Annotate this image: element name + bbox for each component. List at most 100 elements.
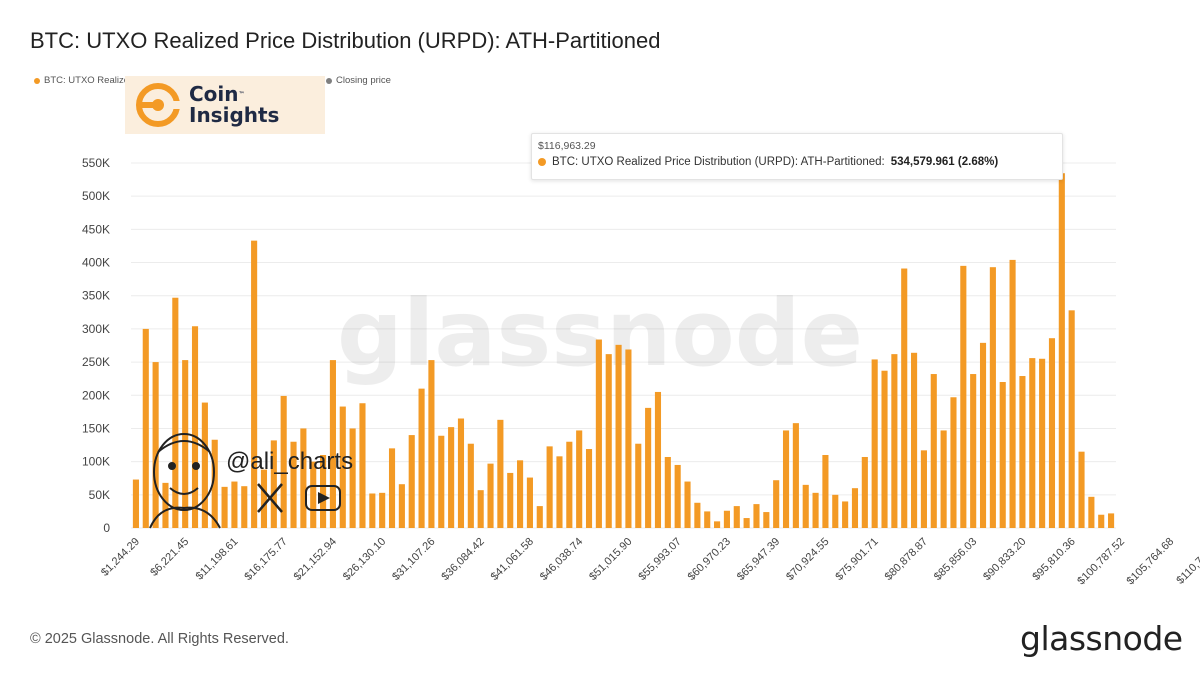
urpd-bar[interactable] [595, 339, 602, 528]
urpd-bar[interactable] [369, 493, 376, 528]
urpd-bar[interactable] [329, 360, 336, 528]
urpd-bar[interactable] [487, 463, 494, 528]
urpd-bar[interactable] [822, 455, 829, 528]
urpd-bar[interactable] [635, 443, 642, 528]
urpd-bar[interactable] [1029, 358, 1036, 528]
urpd-bar[interactable] [576, 430, 583, 528]
urpd-bar[interactable] [782, 430, 790, 528]
urpd-bar[interactable] [507, 472, 514, 528]
urpd-bar[interactable] [320, 455, 327, 528]
urpd-bar[interactable] [792, 423, 799, 528]
urpd-bar[interactable] [526, 477, 533, 528]
urpd-bar[interactable] [457, 418, 465, 529]
urpd-bar[interactable] [418, 388, 425, 528]
urpd-bar[interactable] [398, 484, 405, 528]
urpd-bar[interactable] [201, 402, 208, 528]
urpd-bar[interactable] [1009, 259, 1016, 528]
urpd-bar[interactable] [142, 328, 149, 528]
urpd-bar[interactable] [379, 492, 386, 528]
urpd-bar[interactable] [132, 479, 139, 528]
urpd-bar[interactable] [979, 342, 987, 528]
urpd-bar[interactable] [428, 360, 435, 528]
urpd-bar[interactable] [851, 488, 859, 528]
urpd-bar[interactable] [1068, 310, 1075, 528]
urpd-bar[interactable] [1019, 376, 1026, 528]
urpd-bar[interactable] [773, 480, 780, 528]
urpd-bar[interactable] [162, 482, 169, 528]
urpd-bar[interactable] [231, 481, 238, 528]
urpd-bar[interactable] [1108, 513, 1115, 528]
urpd-bar[interactable] [349, 428, 356, 528]
urpd-bar[interactable] [743, 518, 750, 528]
urpd-bar[interactable] [1078, 451, 1085, 528]
urpd-bar[interactable] [211, 439, 218, 528]
urpd-bar[interactable] [714, 521, 721, 528]
urpd-bar[interactable] [260, 469, 268, 528]
urpd-bar[interactable] [911, 352, 918, 528]
urpd-bar[interactable] [152, 362, 159, 528]
urpd-bar[interactable] [940, 430, 947, 528]
urpd-bar[interactable] [1058, 173, 1065, 529]
urpd-bar[interactable] [1098, 514, 1105, 528]
urpd-bar[interactable] [881, 370, 888, 528]
urpd-bar[interactable] [950, 397, 957, 528]
urpd-bar[interactable] [251, 240, 258, 528]
urpd-bar[interactable] [1048, 338, 1056, 528]
urpd-bar[interactable] [704, 511, 711, 528]
urpd-bar[interactable] [290, 441, 297, 528]
urpd-bar[interactable] [654, 391, 662, 528]
urpd-bar[interactable] [1088, 496, 1095, 528]
urpd-bar[interactable] [753, 504, 760, 528]
urpd-bar[interactable] [999, 382, 1006, 528]
urpd-bar[interactable] [694, 502, 701, 528]
urpd-bar[interactable] [920, 450, 927, 528]
urpd-bar[interactable] [310, 461, 317, 528]
urpd-bar[interactable] [191, 326, 199, 528]
urpd-bar[interactable] [802, 484, 809, 528]
urpd-bar[interactable] [300, 428, 307, 528]
urpd-bar[interactable] [1039, 358, 1046, 528]
urpd-bar[interactable] [605, 354, 612, 528]
urpd-bar[interactable] [388, 448, 396, 528]
urpd-bar[interactable] [812, 492, 819, 528]
urpd-bar[interactable] [408, 435, 415, 528]
urpd-bar[interactable] [930, 374, 937, 528]
urpd-bar[interactable] [467, 443, 474, 528]
urpd-bar[interactable] [723, 510, 730, 528]
urpd-bar[interactable] [566, 441, 573, 528]
urpd-bar[interactable] [645, 407, 652, 528]
urpd-bar[interactable] [901, 268, 908, 528]
urpd-bar[interactable] [960, 265, 967, 528]
legend-item-urpd[interactable]: BTC: UTXO Realize [34, 75, 129, 86]
urpd-bar[interactable] [842, 501, 849, 528]
urpd-bar[interactable] [339, 406, 346, 528]
urpd-bar[interactable] [517, 460, 524, 528]
urpd-bar[interactable] [280, 395, 287, 528]
urpd-bar[interactable] [585, 449, 593, 528]
urpd-bar[interactable] [546, 446, 553, 528]
urpd-bar[interactable] [861, 456, 868, 528]
urpd-bar[interactable] [182, 360, 189, 528]
urpd-bar[interactable] [891, 354, 898, 528]
urpd-bar[interactable] [477, 490, 484, 528]
urpd-bar[interactable] [871, 359, 878, 528]
urpd-bar[interactable] [359, 403, 366, 528]
urpd-bar[interactable] [448, 427, 455, 528]
urpd-bar[interactable] [684, 481, 691, 528]
urpd-bar[interactable] [536, 506, 543, 528]
urpd-bar[interactable] [733, 506, 740, 528]
urpd-bar[interactable] [832, 494, 839, 528]
urpd-bar[interactable] [172, 297, 179, 528]
urpd-bar[interactable] [438, 435, 445, 528]
urpd-bar[interactable] [970, 374, 977, 528]
urpd-bar[interactable] [241, 486, 248, 528]
urpd-bar[interactable] [664, 456, 671, 528]
urpd-bar[interactable] [989, 267, 996, 528]
urpd-bar[interactable] [674, 464, 681, 528]
urpd-bar[interactable] [625, 349, 632, 528]
urpd-bar[interactable] [615, 344, 622, 528]
urpd-bar[interactable] [556, 456, 563, 528]
urpd-bar[interactable] [763, 512, 770, 528]
urpd-bar[interactable] [497, 419, 504, 528]
legend-item-closing-price[interactable]: Closing price [326, 75, 391, 86]
